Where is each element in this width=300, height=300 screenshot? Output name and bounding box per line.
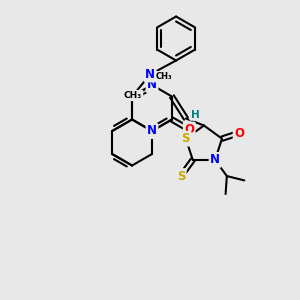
Text: O: O: [184, 123, 194, 136]
Text: S: S: [182, 132, 190, 145]
Text: N: N: [147, 79, 157, 92]
Text: O: O: [234, 127, 244, 140]
Text: CH₃: CH₃: [124, 91, 142, 100]
Text: N: N: [147, 124, 157, 137]
Text: S: S: [177, 169, 185, 183]
Text: H: H: [190, 110, 199, 119]
Text: CH₃: CH₃: [156, 72, 172, 81]
Text: N: N: [145, 68, 155, 81]
Text: N: N: [210, 153, 220, 167]
